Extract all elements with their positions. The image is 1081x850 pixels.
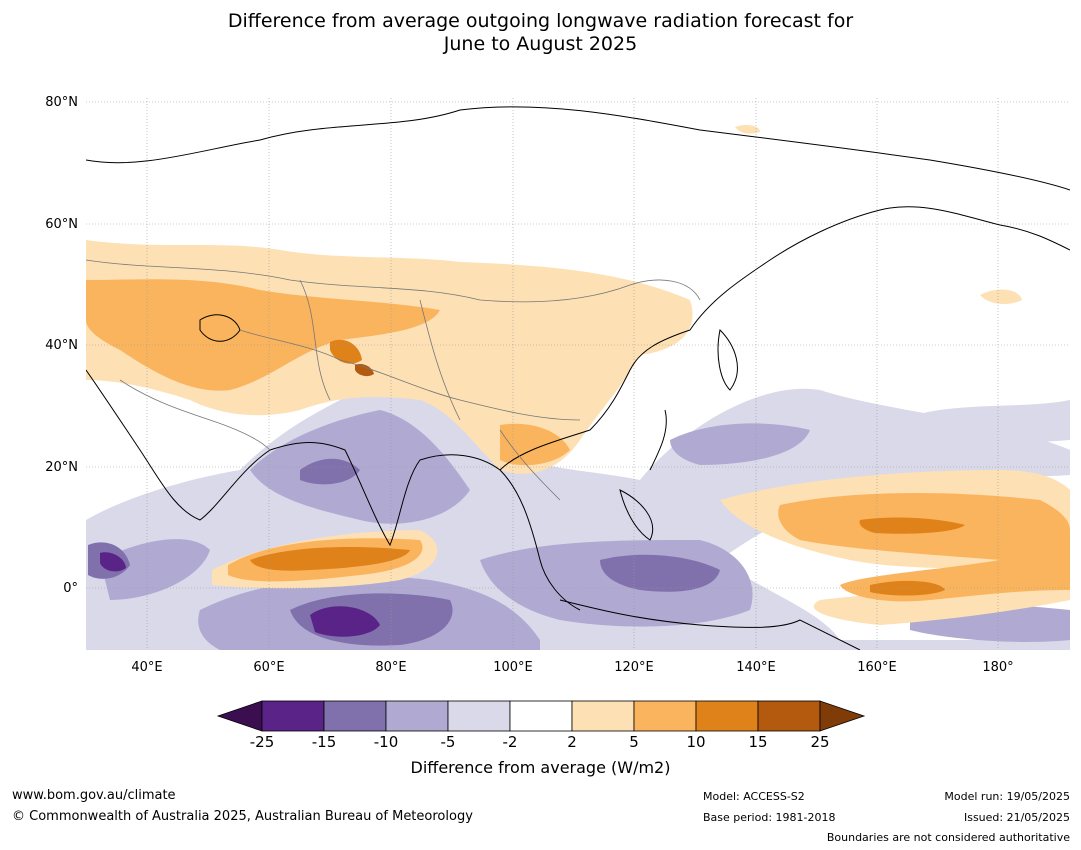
colorbar-bin bbox=[261, 700, 325, 732]
lat-label-80n: 80°N bbox=[45, 95, 78, 110]
footer-website: www.bom.gov.au/climate bbox=[12, 788, 176, 803]
lat-label-0: 0° bbox=[63, 581, 78, 596]
lon-label-60e: 60°E bbox=[253, 660, 285, 675]
colorbar-tick: 25 bbox=[810, 733, 830, 751]
colorbar-tick: -25 bbox=[249, 733, 275, 751]
country-boundaries bbox=[86, 259, 701, 501]
chart-title: Difference from average outgoing longwav… bbox=[0, 10, 1081, 56]
colorbar-bin bbox=[323, 700, 387, 732]
footer-base-period: Base period: 1981-2018 bbox=[703, 811, 836, 824]
colorbar-extend-high bbox=[819, 700, 866, 732]
colorbar-bin bbox=[757, 700, 821, 732]
footer-issued: Issued: 21/05/2025 bbox=[963, 811, 1070, 824]
colorbar-bin bbox=[571, 700, 635, 732]
colorbar-tick: -2 bbox=[502, 733, 518, 751]
lon-label-80e: 80°E bbox=[375, 660, 407, 675]
footer-copyright: © Commonwealth of Australia 2025, Austra… bbox=[12, 809, 473, 824]
colorbar-tick: -10 bbox=[373, 733, 399, 751]
colorbar-extend-low bbox=[216, 700, 263, 732]
footer-disclaimer: Boundaries are not considered authoritat… bbox=[826, 831, 1070, 844]
footer-model-run: Model run: 19/05/2025 bbox=[944, 790, 1070, 803]
anomaly-strong-positive bbox=[250, 339, 965, 596]
map-area bbox=[86, 98, 1070, 650]
lon-label-140e: 140°E bbox=[736, 660, 776, 675]
lon-label-160e: 160°E bbox=[857, 660, 897, 675]
lon-label-120e: 120°E bbox=[614, 660, 654, 675]
lon-label-40e: 40°E bbox=[131, 660, 163, 675]
colorbar-tick: 5 bbox=[629, 733, 639, 751]
map-gridlines bbox=[86, 98, 1070, 650]
colorbar-bin bbox=[385, 700, 449, 732]
lon-label-180: 180° bbox=[982, 660, 1014, 675]
colorbar-tick: -5 bbox=[440, 733, 456, 751]
colorbar bbox=[216, 700, 866, 732]
lon-label-100e: 100°E bbox=[493, 660, 533, 675]
lat-label-60n: 60°N bbox=[45, 217, 78, 232]
anomaly-extreme-positive bbox=[355, 364, 374, 377]
anomaly-extreme-negative bbox=[100, 552, 380, 637]
colorbar-bin bbox=[447, 700, 511, 732]
coastlines bbox=[86, 106, 1070, 650]
colorbar-bin bbox=[509, 700, 573, 732]
title-line-1: Difference from average outgoing longwav… bbox=[227, 10, 854, 32]
title-line-2: June to August 2025 bbox=[443, 33, 638, 55]
lat-label-20n: 20°N bbox=[45, 460, 78, 475]
colorbar-tick: 10 bbox=[686, 733, 706, 751]
lat-label-40n: 40°N bbox=[45, 338, 78, 353]
colorbar-tick: 15 bbox=[748, 733, 768, 751]
colorbar-bin bbox=[633, 700, 697, 732]
footer-model: Model: ACCESS-S2 bbox=[703, 790, 805, 803]
colorbar-bin bbox=[695, 700, 759, 732]
colorbar-tick: 2 bbox=[567, 733, 577, 751]
colorbar-label: Difference from average (W/m2) bbox=[410, 758, 671, 777]
colorbar-tick: -15 bbox=[311, 733, 337, 751]
